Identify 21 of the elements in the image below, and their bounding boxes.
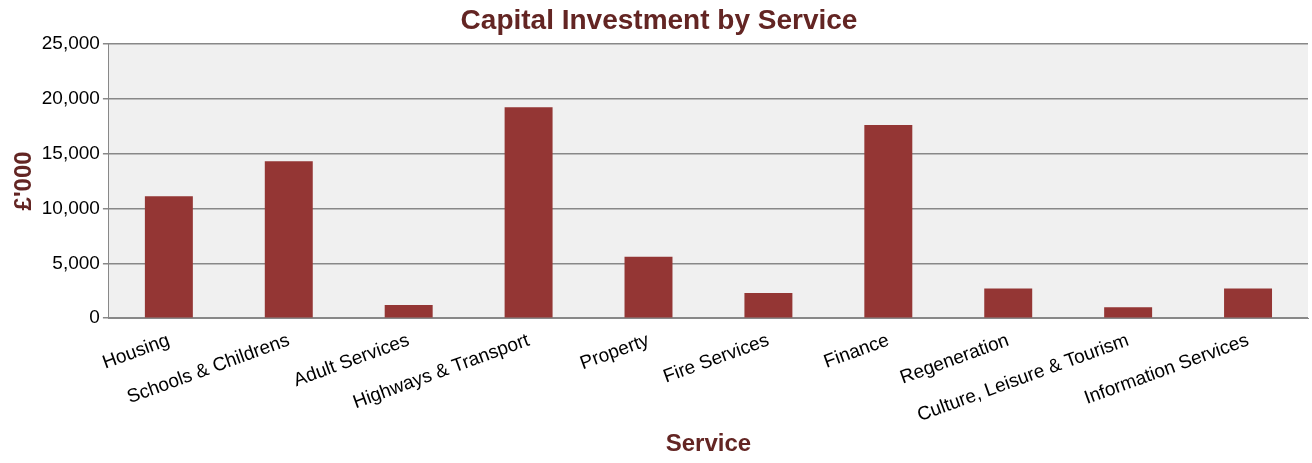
bar xyxy=(384,305,433,318)
y-tick-label: 15,000 xyxy=(41,141,100,163)
y-tick-label: 10,000 xyxy=(41,196,100,218)
bar xyxy=(1224,288,1273,318)
y-axis-title: £'000 xyxy=(9,151,37,211)
x-tick-label: Housing xyxy=(99,328,173,373)
bar xyxy=(984,288,1033,318)
y-tick-label: 20,000 xyxy=(41,86,100,108)
bar xyxy=(744,292,793,318)
bar xyxy=(864,124,913,318)
bar xyxy=(624,256,673,318)
y-tick-label: 5,000 xyxy=(52,251,100,273)
y-tick-label: 0 xyxy=(89,306,100,328)
bar xyxy=(1104,307,1153,318)
y-tick-label: 25,000 xyxy=(41,31,100,53)
x-axis-title: Service xyxy=(665,429,752,457)
chart-title: Capital Investment by Service xyxy=(460,3,858,35)
bar xyxy=(504,107,553,318)
x-tick-label: Finance xyxy=(820,328,892,372)
bar xyxy=(264,161,313,318)
bar xyxy=(144,196,193,318)
